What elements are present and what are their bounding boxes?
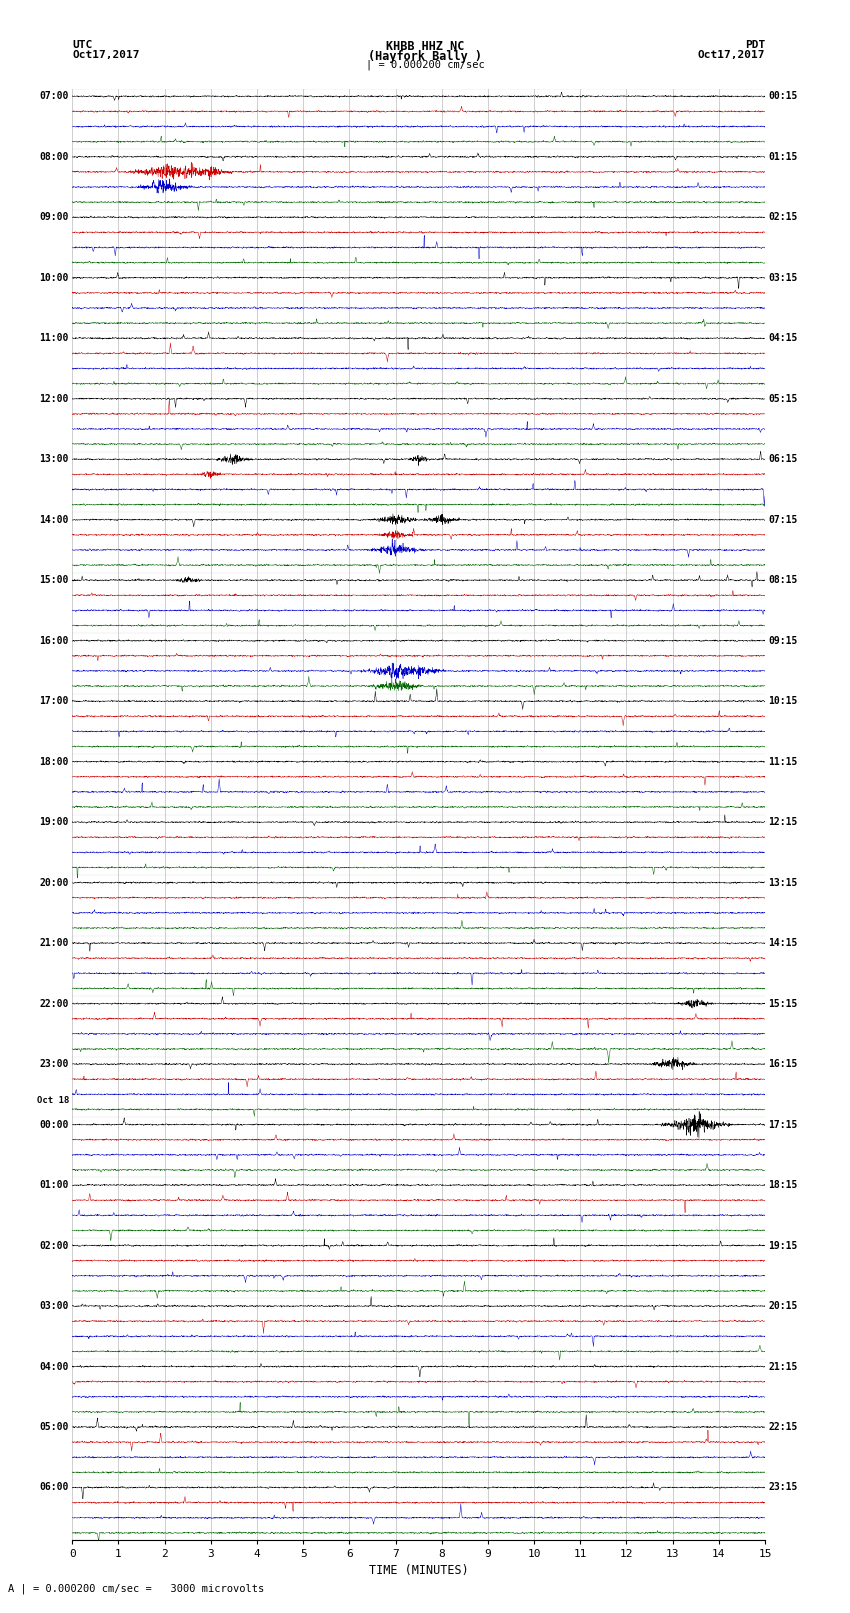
Text: 23:15: 23:15 (768, 1482, 798, 1492)
Text: 22:00: 22:00 (39, 998, 69, 1008)
Text: KHBB HHZ NC: KHBB HHZ NC (386, 39, 464, 53)
Text: 20:15: 20:15 (768, 1302, 798, 1311)
Text: 05:00: 05:00 (39, 1423, 69, 1432)
Text: 03:00: 03:00 (39, 1302, 69, 1311)
Text: 04:00: 04:00 (39, 1361, 69, 1371)
Text: 22:15: 22:15 (768, 1423, 798, 1432)
X-axis label: TIME (MINUTES): TIME (MINUTES) (369, 1563, 468, 1576)
Text: 06:15: 06:15 (768, 455, 798, 465)
Text: 13:00: 13:00 (39, 455, 69, 465)
Text: 21:15: 21:15 (768, 1361, 798, 1371)
Text: 10:00: 10:00 (39, 273, 69, 282)
Text: Oct17,2017: Oct17,2017 (72, 50, 139, 60)
Text: 18:00: 18:00 (39, 756, 69, 766)
Text: 15:00: 15:00 (39, 576, 69, 586)
Text: 03:15: 03:15 (768, 273, 798, 282)
Text: 13:15: 13:15 (768, 877, 798, 887)
Text: 07:15: 07:15 (768, 515, 798, 524)
Text: 17:15: 17:15 (768, 1119, 798, 1129)
Text: 20:00: 20:00 (39, 877, 69, 887)
Text: | = 0.000200 cm/sec: | = 0.000200 cm/sec (366, 60, 484, 71)
Text: 11:15: 11:15 (768, 756, 798, 766)
Text: 16:15: 16:15 (768, 1060, 798, 1069)
Text: 01:00: 01:00 (39, 1181, 69, 1190)
Text: UTC: UTC (72, 39, 93, 50)
Text: 06:00: 06:00 (39, 1482, 69, 1492)
Text: 01:15: 01:15 (768, 152, 798, 161)
Text: 18:15: 18:15 (768, 1181, 798, 1190)
Text: 16:00: 16:00 (39, 636, 69, 645)
Text: 17:00: 17:00 (39, 697, 69, 706)
Text: 08:00: 08:00 (39, 152, 69, 161)
Text: 19:15: 19:15 (768, 1240, 798, 1250)
Text: 02:15: 02:15 (768, 213, 798, 223)
Text: A | = 0.000200 cm/sec =   3000 microvolts: A | = 0.000200 cm/sec = 3000 microvolts (8, 1582, 264, 1594)
Text: 08:15: 08:15 (768, 576, 798, 586)
Text: Oct17,2017: Oct17,2017 (698, 50, 765, 60)
Text: (Hayfork Bally ): (Hayfork Bally ) (368, 50, 482, 63)
Text: 00:00: 00:00 (39, 1119, 69, 1129)
Text: 09:00: 09:00 (39, 213, 69, 223)
Text: 00:15: 00:15 (768, 92, 798, 102)
Text: 12:15: 12:15 (768, 818, 798, 827)
Text: 11:00: 11:00 (39, 334, 69, 344)
Text: 02:00: 02:00 (39, 1240, 69, 1250)
Text: Oct 18: Oct 18 (37, 1097, 69, 1105)
Text: 09:15: 09:15 (768, 636, 798, 645)
Text: 05:15: 05:15 (768, 394, 798, 403)
Text: 19:00: 19:00 (39, 818, 69, 827)
Text: 23:00: 23:00 (39, 1060, 69, 1069)
Text: 10:15: 10:15 (768, 697, 798, 706)
Text: 15:15: 15:15 (768, 998, 798, 1008)
Text: 12:00: 12:00 (39, 394, 69, 403)
Text: 14:15: 14:15 (768, 939, 798, 948)
Text: PDT: PDT (745, 39, 765, 50)
Text: 14:00: 14:00 (39, 515, 69, 524)
Text: 07:00: 07:00 (39, 92, 69, 102)
Text: 21:00: 21:00 (39, 939, 69, 948)
Text: 04:15: 04:15 (768, 334, 798, 344)
